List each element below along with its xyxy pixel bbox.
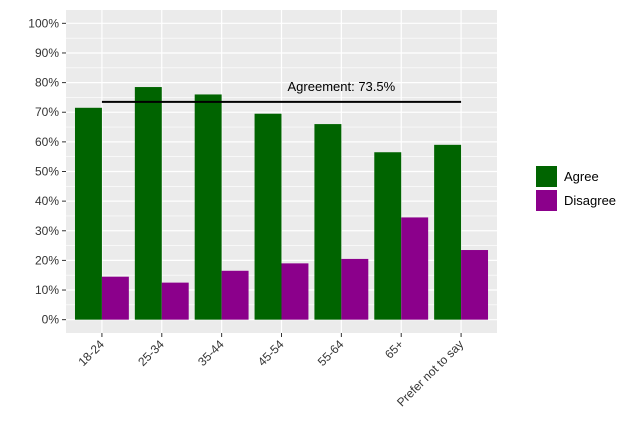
x-tick-label: 65+: [382, 337, 406, 361]
bars: [74, 87, 489, 320]
legend-label-disagree: Disagree: [564, 193, 616, 208]
y-tick-label: 0%: [42, 313, 60, 327]
bar-agree-2: [194, 94, 222, 320]
x-tick-label: 18-24: [75, 337, 107, 369]
x-axis: 18-24 25-34 35-44 45-54 55-64 65+Prefer not t…: [75, 333, 466, 409]
y-tick-label: 40%: [35, 194, 59, 208]
legend-key-agree: [536, 166, 557, 187]
agreement-annotation: Agreement: 73.5%: [288, 79, 396, 94]
bar-disagree-1: [161, 282, 189, 320]
bar-disagree-5: [401, 217, 429, 320]
bar-disagree-0: [101, 276, 129, 320]
y-tick-label: 10%: [35, 283, 59, 297]
y-tick-label: 30%: [35, 224, 59, 238]
y-tick-label: 20%: [35, 253, 59, 267]
y-tick-label: 50%: [35, 165, 59, 179]
legend: Agree Disagree: [536, 166, 616, 211]
legend-label-agree: Agree: [564, 169, 599, 184]
bar-agree-4: [314, 124, 342, 320]
bar-agree-0: [74, 107, 102, 320]
bar-disagree-6: [461, 250, 489, 320]
y-axis: 0% 10% 20% 30% 40% 50% 60% 70% 80% 90% 100%: [28, 16, 66, 327]
bar-agree-6: [434, 144, 462, 320]
y-tick-label: 80%: [35, 76, 59, 90]
x-tick-label: 55-64: [315, 337, 347, 369]
y-tick-label: 100%: [28, 16, 59, 30]
bar-agree-5: [374, 152, 402, 320]
y-tick-label: 70%: [35, 105, 59, 119]
bar-agree-3: [254, 113, 282, 320]
bar-agree-1: [134, 87, 162, 320]
x-tick-label: 45-54: [255, 337, 287, 369]
bar-disagree-3: [281, 263, 309, 320]
bar-disagree-2: [221, 270, 249, 320]
x-tick-label: 35-44: [195, 337, 227, 369]
legend-key-disagree: [536, 190, 557, 211]
y-tick-label: 90%: [35, 46, 59, 60]
bar-disagree-4: [341, 258, 369, 320]
y-tick-label: 60%: [35, 135, 59, 149]
x-tick-label: 25-34: [135, 337, 167, 369]
